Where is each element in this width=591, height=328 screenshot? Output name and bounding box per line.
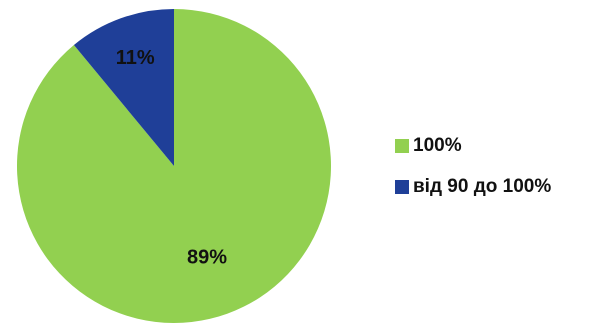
pie-slice-90-to-100	[73, 8, 174, 166]
legend-swatch-90-to-100	[395, 180, 409, 194]
data-label-100: 89%	[187, 247, 227, 269]
pie-slice-100	[16, 9, 331, 323]
legend-item-90-to-100: від 90 до 100%	[395, 173, 591, 201]
chart-legend: 100% від 90 до 100%	[395, 132, 591, 214]
data-label-90-to-100: 11%	[116, 47, 155, 69]
legend-label-100: 100%	[413, 135, 462, 156]
legend-swatch-100	[395, 139, 409, 153]
legend-item-100: 100%	[395, 132, 591, 160]
legend-label-90-to-100: від 90 до 100%	[413, 176, 552, 197]
